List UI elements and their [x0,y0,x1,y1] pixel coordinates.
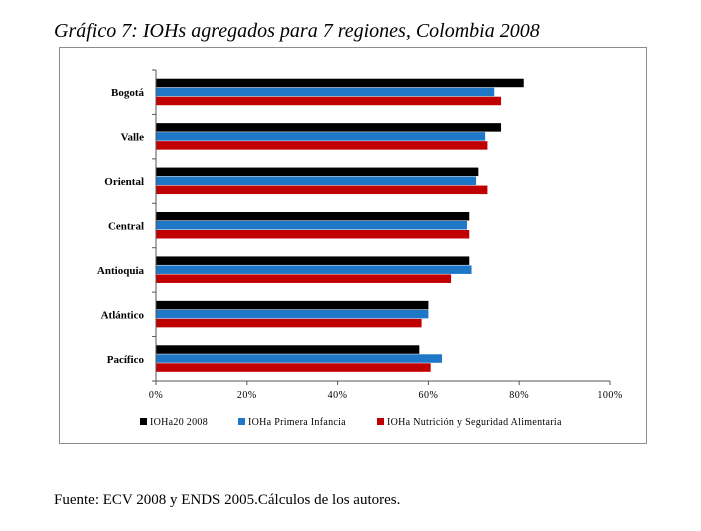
bar-2-7 [156,354,443,363]
category-label: Central [108,221,144,233]
category-label: Atlántico [101,309,145,321]
x-tick-label: 80% [509,390,529,401]
bar-1-6 [156,300,429,310]
bar-1-4 [156,212,470,221]
legend-swatch-2 [238,418,245,425]
bar-3-6 [156,318,422,328]
bar-1-7 [156,345,420,354]
x-tick-label: 40% [328,390,348,401]
category-label: Pacífico [107,354,145,366]
category-label: Bogotá [111,87,145,99]
bar-3-1 [156,96,502,106]
x-tick-label: 20% [237,390,257,401]
bar-1-1 [156,78,524,88]
bar-2-3 [156,176,477,186]
bar-2-1 [156,87,495,97]
bar-chart: Bogotá Valle Oriental Central Antioquia Atlán… [97,69,622,428]
legend-label-3: IOHa Nutrición y Seguridad Alimentaria [387,417,562,428]
bar-1-2 [156,123,502,132]
chart-frame: Bogotá Valle Oriental Central Antioquia Atlán… [59,47,647,444]
x-tick-label: 100% [597,390,622,401]
bar-2-5 [156,265,472,274]
bar-2-6 [156,309,429,319]
legend-label-1: IOHa20 2008 [150,417,208,428]
bar-2-2 [156,132,486,141]
bar-2-4 [156,221,467,230]
bar-1-3 [156,167,479,177]
bar-3-4 [156,230,470,239]
category-label: Valle [121,132,145,144]
bar-3-7 [156,363,431,372]
bar-1-5 [156,256,470,265]
legend-label-2: IOHa Primera Infancia [248,417,346,428]
x-tick-label: 0% [149,390,163,401]
source-note: Fuente: ECV 2008 y ENDS 2005.Cálculos de… [54,492,401,508]
bar-3-2 [156,141,488,150]
chart-title: Gráfico 7: IOHs agregados para 7 regione… [54,20,540,42]
category-label: Antioquia [97,265,145,277]
x-tick-label: 60% [418,390,438,401]
category-label: Oriental [104,176,144,188]
bar-3-5 [156,274,452,283]
bar-3-3 [156,185,488,195]
legend-swatch-1 [140,418,147,425]
legend-swatch-3 [377,418,384,425]
